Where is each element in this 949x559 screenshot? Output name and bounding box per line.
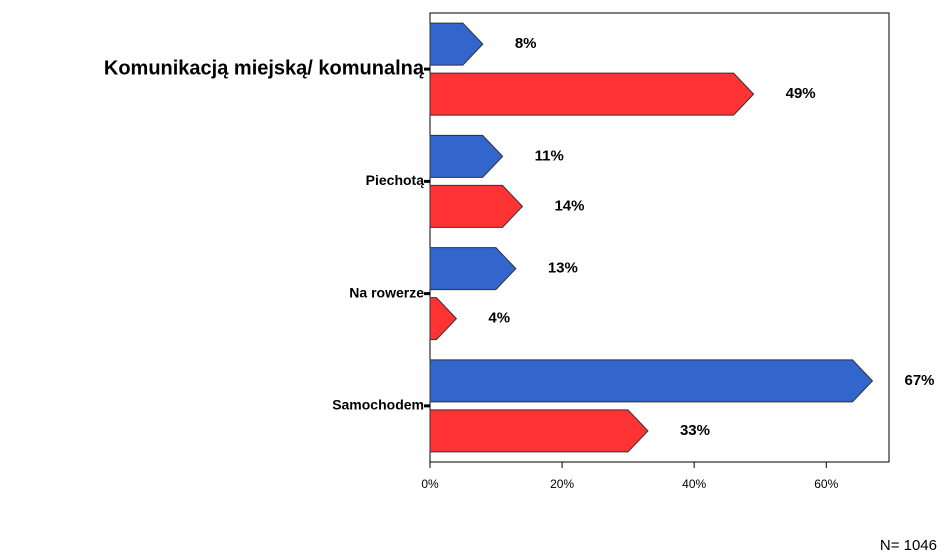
value-label: 49% bbox=[786, 85, 816, 102]
value-label: 14% bbox=[554, 197, 584, 214]
x-tick-label: 20% bbox=[550, 477, 574, 491]
bar bbox=[429, 72, 755, 116]
value-label: 4% bbox=[488, 310, 510, 327]
bar bbox=[429, 409, 649, 453]
bar bbox=[429, 297, 458, 341]
x-tick-label: 0% bbox=[421, 477, 439, 491]
plot-frame bbox=[429, 12, 890, 463]
x-tick-label: 40% bbox=[682, 477, 706, 491]
value-label: 11% bbox=[535, 147, 564, 164]
bar bbox=[429, 247, 517, 291]
x-tick-label: 60% bbox=[814, 477, 838, 491]
value-label: 13% bbox=[548, 260, 578, 277]
y-tick-label: Piechotą bbox=[366, 172, 425, 188]
value-label: 33% bbox=[680, 422, 710, 439]
y-tick-label: Samochodem bbox=[332, 397, 424, 413]
y-tick-label: Na rowerze bbox=[349, 284, 424, 300]
value-label: 67% bbox=[904, 372, 934, 389]
y-tick-label: Komunikacją miejską/ komunalną bbox=[104, 57, 425, 79]
bar bbox=[429, 184, 524, 228]
bar bbox=[429, 359, 874, 403]
bar bbox=[429, 134, 504, 178]
bar bbox=[429, 22, 484, 66]
value-label: 8% bbox=[515, 35, 537, 52]
annotation: N= 1046 bbox=[880, 537, 937, 554]
